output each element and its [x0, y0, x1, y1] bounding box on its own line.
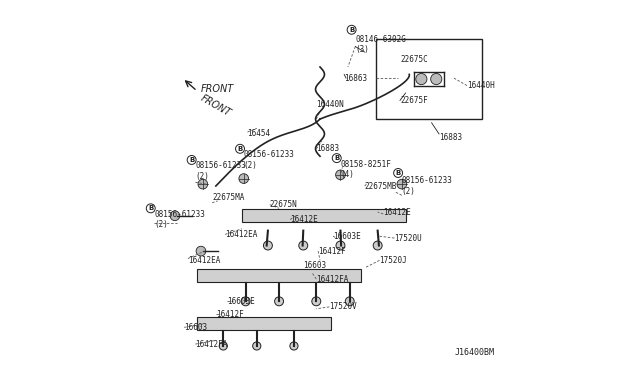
Text: 16412EA: 16412EA — [225, 230, 257, 239]
Text: 22675F: 22675F — [400, 96, 428, 105]
Circle shape — [431, 74, 442, 84]
Text: 16883: 16883 — [439, 133, 462, 142]
Circle shape — [416, 74, 427, 84]
Bar — [242, 209, 406, 222]
Text: 08156-61233
(2): 08156-61233 (2) — [154, 210, 205, 229]
Text: 08158-8251F
(4): 08158-8251F (4) — [340, 160, 391, 179]
Text: 22675C: 22675C — [400, 55, 428, 64]
Text: B: B — [396, 170, 401, 176]
Text: 16412FA: 16412FA — [195, 340, 228, 349]
Circle shape — [347, 25, 356, 34]
Text: 22675MA: 22675MA — [212, 193, 244, 202]
Text: 16440N: 16440N — [316, 100, 344, 109]
Text: 08146-6302G
(3): 08146-6302G (3) — [355, 35, 406, 54]
Circle shape — [275, 297, 284, 306]
Text: 22675N: 22675N — [270, 200, 298, 209]
Circle shape — [397, 179, 406, 189]
Text: 08156-61233
(2): 08156-61233 (2) — [244, 150, 294, 170]
Text: 16412F: 16412F — [216, 310, 244, 319]
Circle shape — [264, 241, 273, 250]
Circle shape — [373, 241, 382, 250]
Circle shape — [346, 297, 354, 306]
Text: 16412E: 16412E — [383, 208, 411, 217]
Text: 16454: 16454 — [248, 129, 271, 138]
Circle shape — [336, 241, 345, 250]
Text: 16412E: 16412E — [291, 215, 318, 224]
Text: B: B — [148, 205, 154, 211]
Circle shape — [299, 241, 308, 250]
Text: 08156-61233
(2): 08156-61233 (2) — [402, 176, 452, 196]
Circle shape — [344, 211, 349, 217]
Circle shape — [147, 204, 156, 213]
Circle shape — [306, 211, 312, 217]
Text: 16412F: 16412F — [318, 247, 346, 256]
Circle shape — [312, 297, 321, 306]
Circle shape — [335, 170, 346, 180]
Text: 16883: 16883 — [316, 144, 339, 153]
Text: J16400BM: J16400BM — [455, 348, 495, 357]
Circle shape — [332, 211, 337, 217]
Text: B: B — [237, 146, 243, 152]
Circle shape — [290, 342, 298, 350]
Text: 22675MB: 22675MB — [365, 182, 397, 190]
Circle shape — [295, 211, 300, 217]
Text: 16412EA: 16412EA — [188, 256, 220, 265]
Bar — [376, 39, 482, 119]
Text: 16412FA: 16412FA — [316, 275, 349, 283]
Text: 17520U: 17520U — [394, 234, 422, 243]
Text: 16603E: 16603E — [227, 297, 255, 306]
Circle shape — [187, 155, 196, 164]
Circle shape — [332, 154, 341, 163]
Text: 08156-61233
(2): 08156-61233 (2) — [195, 161, 246, 181]
Circle shape — [198, 179, 207, 189]
Circle shape — [196, 246, 206, 256]
Text: 16863: 16863 — [344, 74, 367, 83]
Circle shape — [369, 211, 374, 217]
Bar — [197, 317, 331, 330]
Text: 16440H: 16440H — [467, 81, 495, 90]
Text: B: B — [189, 157, 195, 163]
Text: 16603E: 16603E — [333, 232, 361, 241]
Circle shape — [241, 297, 250, 306]
Circle shape — [170, 211, 180, 221]
Text: 17520J: 17520J — [380, 256, 407, 265]
Circle shape — [236, 144, 244, 153]
Circle shape — [381, 211, 386, 217]
Text: 16603: 16603 — [184, 323, 207, 332]
Circle shape — [239, 174, 248, 183]
Text: B: B — [334, 155, 339, 161]
Circle shape — [260, 211, 265, 217]
Text: FRONT: FRONT — [201, 84, 234, 94]
Circle shape — [253, 342, 261, 350]
Circle shape — [394, 169, 403, 177]
Bar — [197, 269, 361, 282]
Circle shape — [271, 211, 276, 217]
Text: 16603: 16603 — [303, 262, 326, 270]
Text: 17520V: 17520V — [330, 302, 357, 311]
Text: B: B — [349, 27, 355, 33]
Text: FRONT: FRONT — [199, 93, 233, 118]
Circle shape — [219, 342, 227, 350]
